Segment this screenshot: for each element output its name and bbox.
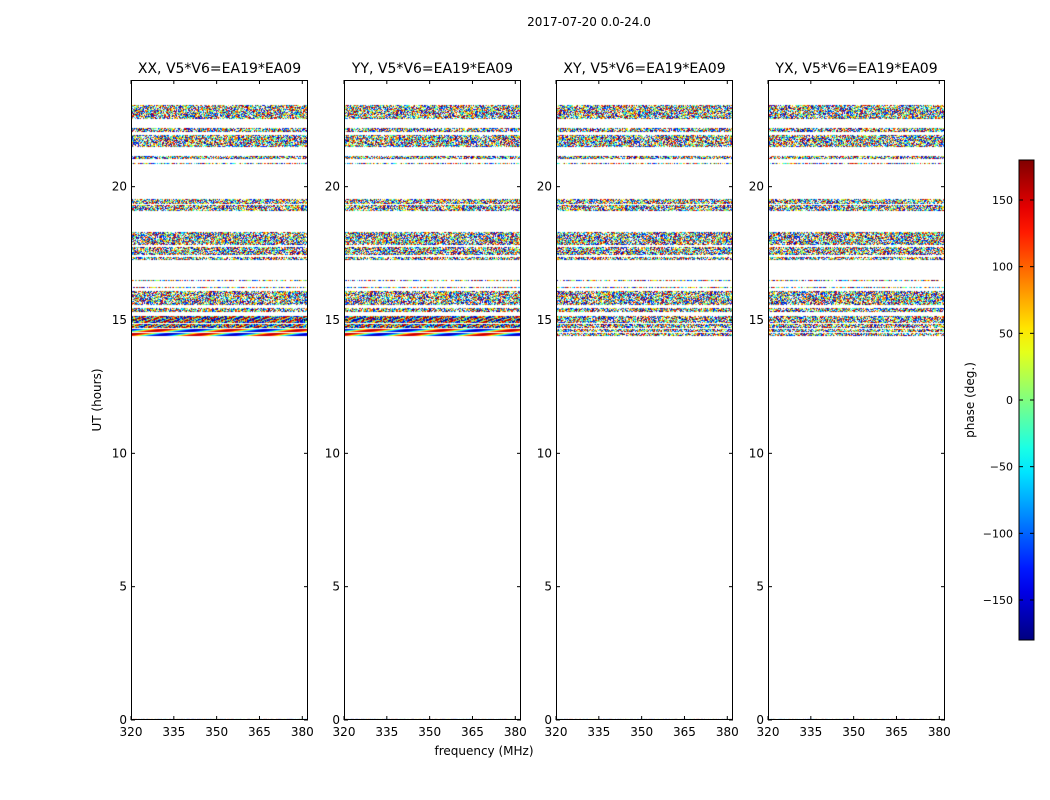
- heatmap-image: [768, 80, 945, 720]
- heatmap-image: [556, 80, 733, 720]
- x-tick-label: 335: [587, 725, 610, 739]
- x-tick-label: 335: [162, 725, 185, 739]
- y-tick-label: 20: [325, 180, 340, 194]
- y-tick-label: 0: [332, 713, 340, 727]
- y-tick-label: 20: [537, 180, 552, 194]
- y-tick-label: 5: [332, 580, 340, 594]
- x-tick-label: 380: [928, 725, 951, 739]
- colorbar-tick-label: −100: [983, 527, 1013, 540]
- x-axis-label: frequency (MHz): [434, 744, 533, 758]
- colorbar-tick-label: 0: [1006, 394, 1013, 407]
- y-tick-label: 10: [749, 446, 764, 460]
- colorbar-tick-label: 150: [992, 194, 1013, 207]
- panel-frame: [556, 80, 733, 720]
- x-tick-label: 365: [461, 725, 484, 739]
- colorbar-tick-label: 100: [992, 261, 1013, 274]
- x-tick-label: 380: [716, 725, 739, 739]
- y-tick-label: 10: [112, 446, 127, 460]
- x-tick-label: 320: [545, 725, 568, 739]
- y-tick-label: 15: [325, 313, 340, 327]
- x-tick-label: 350: [842, 725, 865, 739]
- colorbar-label: phase (deg.): [963, 362, 977, 438]
- x-tick-label: 350: [205, 725, 228, 739]
- panel-title: YX, V5*V6=EA19*EA09: [774, 61, 937, 77]
- x-tick-label: 380: [291, 725, 314, 739]
- y-tick-label: 0: [544, 713, 552, 727]
- y-tick-label: 5: [544, 580, 552, 594]
- figure-title: 2017-07-20 0.0-24.0: [527, 15, 651, 29]
- colorbar-tick-label: −50: [990, 461, 1013, 474]
- x-tick-label: 380: [504, 725, 527, 739]
- y-tick-label: 20: [112, 180, 127, 194]
- y-tick-label: 20: [749, 180, 764, 194]
- y-tick-label: 15: [537, 313, 552, 327]
- panel-title: XX, V5*V6=EA19*EA09: [138, 61, 301, 77]
- panel-4: YX, V5*V6=EA19*EA09 320 335 350 365 380 0 5 10 15…: [749, 61, 951, 739]
- x-tick-label: 335: [375, 725, 398, 739]
- y-tick-label: 10: [537, 446, 552, 460]
- y-tick-label: 5: [756, 580, 764, 594]
- x-tick-label: 350: [630, 725, 653, 739]
- panel-frame: [344, 80, 521, 720]
- y-tick-label: 0: [119, 713, 127, 727]
- heatmap-image: [344, 80, 521, 720]
- panel-frame: [131, 80, 308, 720]
- x-tick-label: 320: [333, 725, 356, 739]
- panel-frame: [768, 80, 945, 720]
- colorbar-tick-label: 50: [999, 327, 1013, 340]
- panel-3: XY, V5*V6=EA19*EA09 320 335 350 365 380 0 5 10 15…: [537, 61, 739, 739]
- colorbar-tick-label: −150: [983, 594, 1013, 607]
- x-tick-label: 365: [885, 725, 908, 739]
- y-tick-label: 10: [325, 446, 340, 460]
- y-tick-label: 15: [749, 313, 764, 327]
- panel-title: YY, V5*V6=EA19*EA09: [351, 61, 513, 77]
- x-tick-label: 335: [799, 725, 822, 739]
- y-tick-label: 0: [756, 713, 764, 727]
- y-axis-label: UT (hours): [90, 368, 104, 431]
- x-tick-label: 365: [248, 725, 271, 739]
- panel-1: XX, V5*V6=EA19*EA09 320 335 350 365 380 0 5 10 15…: [112, 61, 314, 739]
- x-tick-label: 320: [120, 725, 143, 739]
- panel-title: XY, V5*V6=EA19*EA09: [563, 61, 725, 77]
- x-tick-label: 365: [673, 725, 696, 739]
- colorbar: −150 −100 −50 0 50 100 150: [983, 159, 1035, 641]
- y-tick-label: 15: [112, 313, 127, 327]
- y-tick-label: 5: [119, 580, 127, 594]
- panel-2: YY, V5*V6=EA19*EA09 320 335 350 365 380 0 5 10 15…: [325, 61, 527, 739]
- panels: XX, V5*V6=EA19*EA09 320 335 350 365 380 0 5 10 15…: [112, 61, 951, 739]
- x-tick-label: 320: [757, 725, 780, 739]
- heatmap-image: [131, 80, 308, 720]
- x-tick-label: 350: [418, 725, 441, 739]
